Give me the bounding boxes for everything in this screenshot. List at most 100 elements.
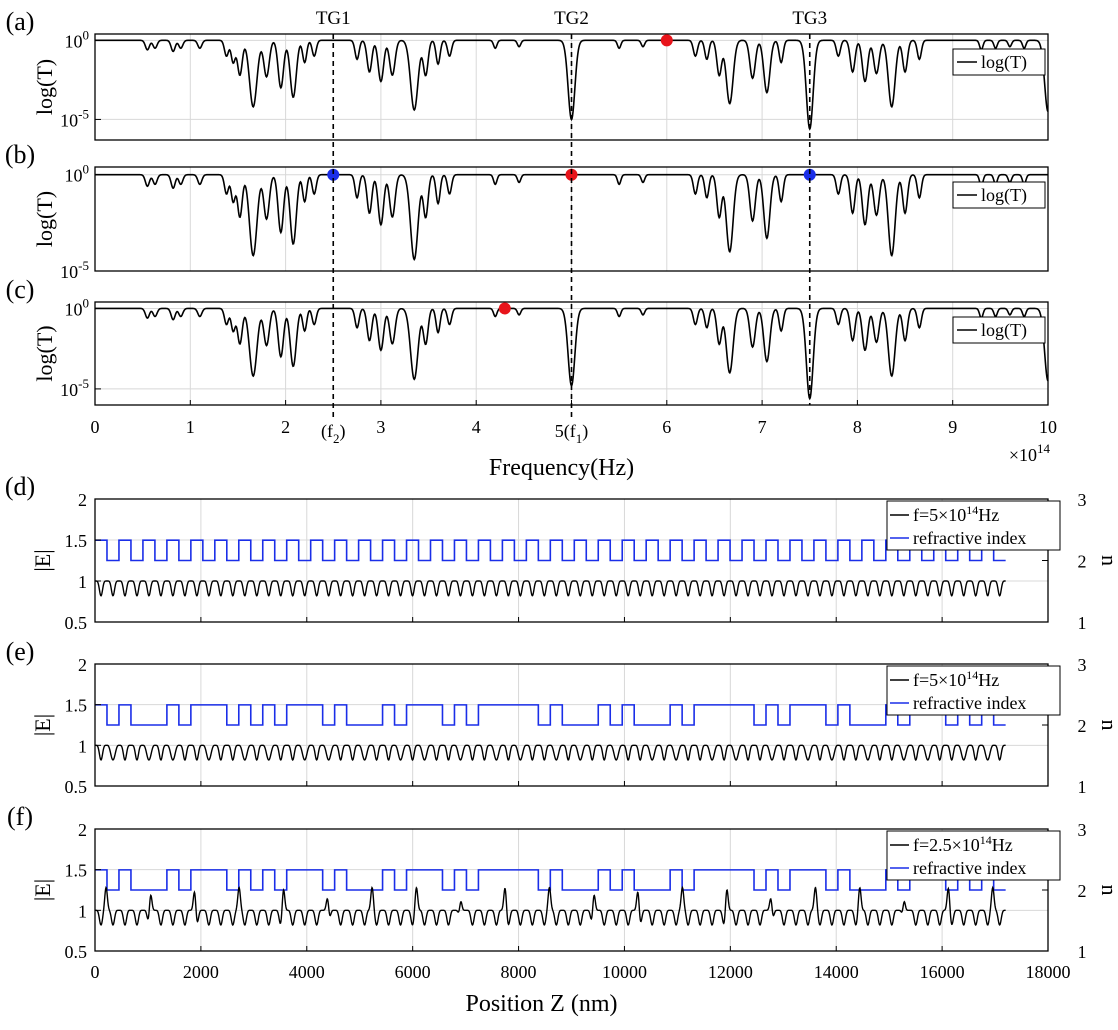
panel-e: 0.5 1 1.5 2 1 2 3 |E| n (e) f=5×1014Hz refractive i…: [6, 637, 1118, 797]
ytick-label: 10-5: [60, 376, 89, 400]
y-axis-label: log(T): [32, 59, 57, 115]
ytick-label-base: 10: [65, 166, 83, 186]
xtick-label: 16000: [920, 962, 965, 982]
frequency-annotation: 5(f1): [555, 421, 589, 446]
panel-label: (f): [7, 802, 33, 831]
annotation-prefix: 5(f: [555, 421, 576, 442]
panel-label: (c): [6, 275, 35, 304]
transmission-gap-label: TG2: [554, 8, 589, 29]
marker-point: [565, 168, 578, 181]
ytick-label: 0.5: [65, 777, 88, 797]
y2tick-label: 3: [1078, 820, 1087, 840]
panel-label: (d): [5, 472, 35, 501]
series-field-line: [95, 580, 1006, 597]
legend-field-sup: 14: [980, 833, 992, 847]
annotation-prefix: (f: [321, 421, 333, 442]
marker-point: [327, 168, 340, 181]
x-axis-multiplier: ×1014: [1009, 441, 1051, 465]
xtick-label: 4000: [289, 962, 325, 982]
series-refractive-index-line: [95, 539, 1006, 562]
x-axis-label: Position Z (nm): [465, 991, 617, 1017]
ytick-label: 1.5: [65, 531, 88, 551]
ytick-label-exp: -5: [78, 376, 89, 391]
xtick-label: 0: [91, 962, 100, 982]
legend-label-index: refractive index: [913, 528, 1026, 548]
ytick-label-base: 10: [65, 299, 83, 319]
y-axis-label: log(T): [32, 325, 57, 381]
legend-field-base: f=2.5×10: [913, 835, 980, 855]
marker-point: [803, 168, 816, 181]
ytick-label-base: 10: [60, 380, 78, 400]
panel-a: log(T) (a) log(T) TG1 TG2 TG3: [6, 7, 1049, 141]
xtick-label: 1: [186, 417, 195, 437]
ytick-label: 1: [78, 572, 87, 592]
y2tick-label: 1: [1078, 942, 1087, 962]
y2tick-label: 3: [1078, 490, 1087, 510]
ytick-label: 2: [78, 655, 87, 675]
x-axis-label: Frequency(Hz): [489, 455, 634, 481]
xtick-label: 8: [853, 417, 862, 437]
series-refractive-index-line: [95, 869, 1006, 891]
xtick-label: 7: [758, 417, 767, 437]
y2-axis-label: n: [1097, 720, 1118, 731]
xtick-label: 6: [662, 417, 671, 437]
ytick-label: 10-5: [60, 106, 89, 130]
annotation-suffix: ): [582, 421, 588, 442]
ytick-label: 100: [65, 295, 90, 319]
legend-label: log(T): [981, 185, 1027, 206]
ytick-label: 1.5: [65, 696, 88, 716]
y2tick-label: 2: [1078, 716, 1087, 736]
xtick-label: 2: [281, 417, 290, 437]
xtick-label: 8000: [501, 962, 537, 982]
legend-field-unit: Hz: [978, 505, 999, 525]
y-axis-label: |E|: [30, 714, 55, 736]
legend-box: [886, 830, 1061, 881]
series-refractive-index-line: [95, 704, 1006, 726]
panel-f: 0.5 1 1.5 2 1 2 3 |E| n (f) f=2.5×1014Hz refractive…: [7, 802, 1118, 1017]
multiplier-exp: 14: [1037, 441, 1051, 456]
y2tick-label: 2: [1078, 881, 1087, 901]
series-field-line: [95, 885, 1006, 927]
y2-axis-label: n: [1097, 885, 1118, 896]
y-axis-label: |E|: [30, 879, 55, 901]
panel-d: 0.5 1 1.5 2 1 2 3 |E| n (d) f=5×1014Hz refractive i…: [5, 472, 1118, 633]
annotation-subscript: 1: [576, 431, 583, 446]
legend-box: [952, 316, 1046, 344]
y2-axis-label: n: [1097, 555, 1118, 566]
ytick-label: 100: [65, 27, 90, 51]
ytick-label: 1: [78, 736, 87, 756]
xtick-label: 4: [472, 417, 481, 437]
xtick-label: 10: [1039, 417, 1057, 437]
xtick-label: 0: [91, 417, 100, 437]
xtick-label: 10000: [602, 962, 647, 982]
xtick-label: 3: [376, 417, 385, 437]
multiplier-base: ×10: [1009, 445, 1037, 465]
ytick-label: 100: [65, 162, 90, 186]
ytick-label-exp: -5: [78, 258, 89, 273]
xtick-label: 2000: [183, 962, 219, 982]
panel-c: log(T)(c)log(T)0 1 2 3 4 6 7 8 9 10(f2) 5(f1)Frequ…: [6, 275, 1057, 481]
xtick-label: 9: [948, 417, 957, 437]
ytick-label: 0.5: [65, 942, 88, 962]
legend-field-base: f=5×10: [913, 505, 966, 525]
y-axis-label: log(T): [32, 191, 57, 247]
legend-label-field: f=5×1014Hz: [913, 668, 999, 690]
legend-label: log(T): [981, 52, 1027, 73]
annotation-suffix: ): [340, 421, 346, 442]
frequency-annotation: (f2): [321, 421, 346, 446]
transmission-gap-label: TG1: [316, 8, 351, 29]
ytick-label: 0.5: [65, 613, 88, 633]
legend-field-sup: 14: [966, 668, 978, 682]
y2tick-label: 1: [1078, 613, 1087, 633]
ytick-label: 10-5: [60, 258, 89, 282]
transmission-gap-label: TG3: [792, 8, 827, 29]
ytick-label-exp: 0: [83, 295, 90, 310]
xtick-label: 12000: [708, 962, 753, 982]
ytick-label: 1.5: [65, 861, 88, 881]
ytick-label-exp: -5: [78, 106, 89, 121]
ytick-label-base: 10: [60, 110, 78, 130]
legend-field-base: f=5×10: [913, 670, 966, 690]
y2tick-label: 1: [1078, 777, 1087, 797]
series-field-line: [95, 744, 1006, 762]
